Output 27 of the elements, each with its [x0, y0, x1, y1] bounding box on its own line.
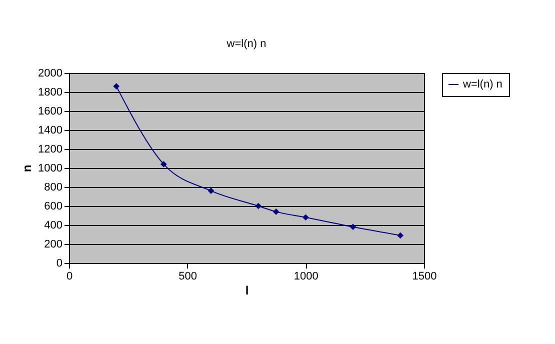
y-tick-label: 800: [44, 182, 62, 194]
legend-label: w=l(n) n: [462, 78, 502, 90]
point: [160, 161, 167, 168]
y-axis-title: n: [20, 164, 34, 172]
y-tick-label: 1800: [38, 86, 62, 98]
x-tick-label: 1500: [412, 270, 437, 282]
y-tick-label: 0: [56, 258, 62, 270]
y-tick-label: 600: [44, 200, 62, 212]
y-tick-label: 1600: [38, 106, 62, 118]
x-axis-title: l: [245, 284, 249, 298]
point: [302, 214, 309, 221]
y-tick-label: 1000: [38, 162, 62, 174]
point: [272, 208, 280, 215]
y-tick-label: 200: [44, 238, 62, 250]
point: [255, 202, 262, 210]
y-tick-label: 400: [44, 220, 62, 232]
y-tick-label: 1400: [38, 124, 62, 136]
x-tick-label: 500: [178, 270, 198, 282]
point: [350, 224, 356, 230]
chart-title: w=l(n) n: [226, 38, 266, 50]
point: [208, 188, 214, 194]
y-tick-label: 2000: [38, 68, 62, 80]
point: [113, 83, 120, 90]
x-tick-label: 0: [66, 270, 73, 282]
y-tick-label: 1200: [38, 144, 62, 156]
point: [397, 232, 404, 239]
x-tick-label: 1000: [294, 270, 318, 282]
